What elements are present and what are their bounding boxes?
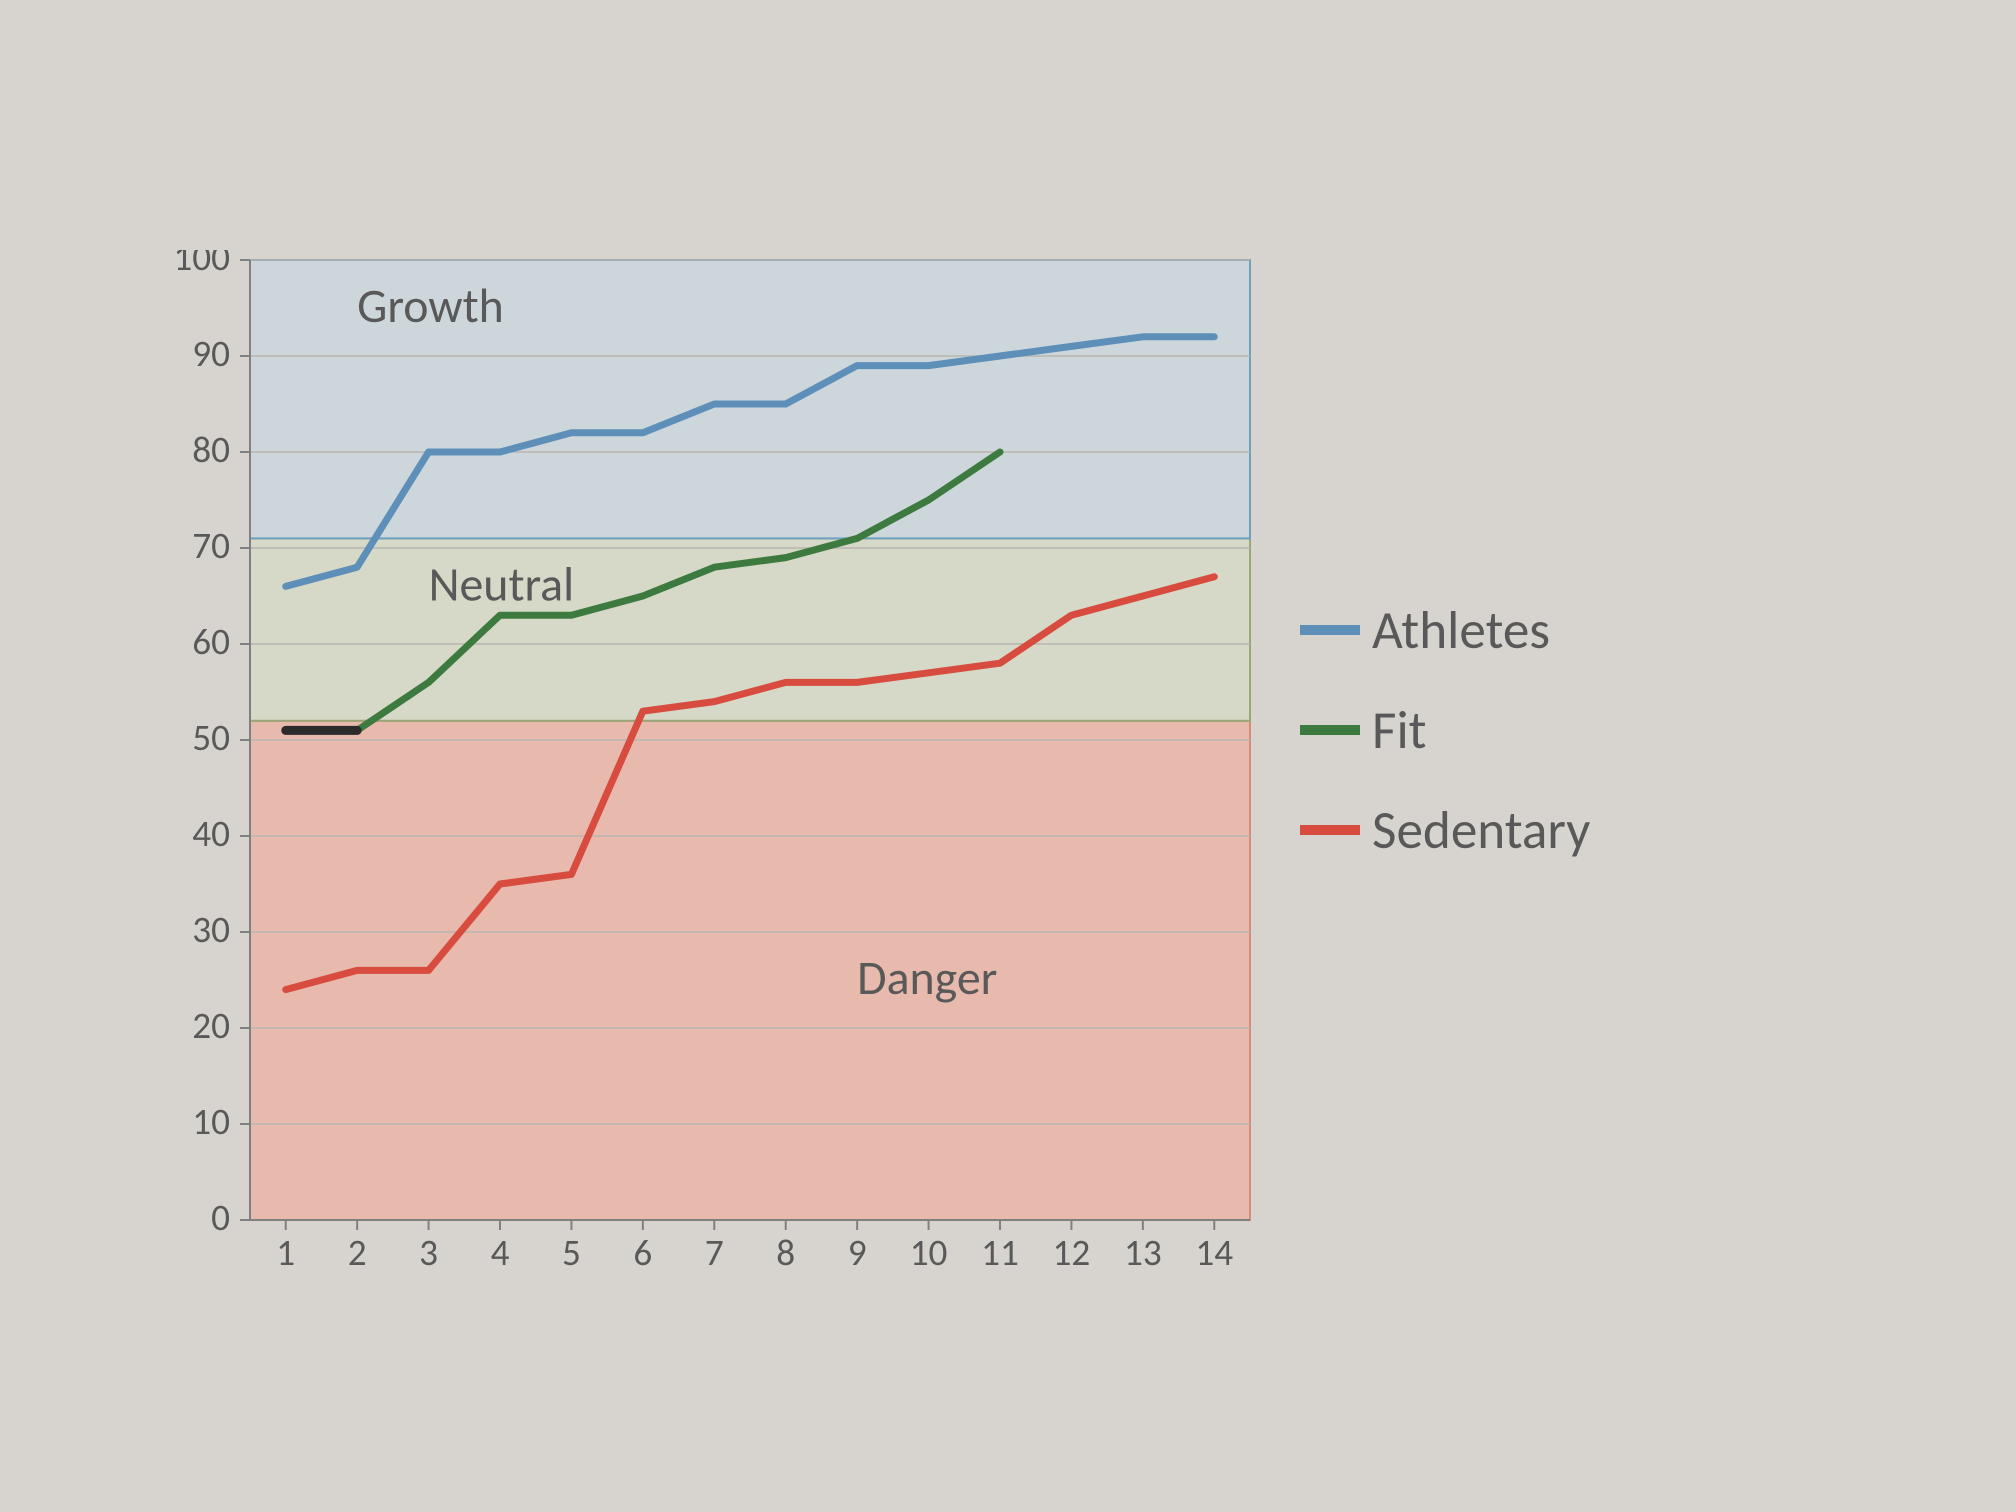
legend-swatch-athletes <box>1300 625 1360 635</box>
y-tick-label: 70 <box>192 524 230 569</box>
y-tick-label: 80 <box>192 428 230 473</box>
y-tick-label: 50 <box>192 716 230 761</box>
x-tick-label: 4 <box>491 1231 510 1276</box>
x-tick-label: 13 <box>1124 1231 1162 1276</box>
y-tick-label: 90 <box>192 332 230 377</box>
zone-label-neutral: Neutral <box>429 554 575 613</box>
legend-label-sedentary: Sedentary <box>1372 798 1590 863</box>
y-tick-label: 20 <box>192 1004 230 1049</box>
legend-swatch-sedentary <box>1300 825 1360 835</box>
legend-swatch-fit <box>1300 725 1360 735</box>
y-tick-label: 10 <box>192 1100 230 1145</box>
x-tick-label: 2 <box>348 1231 367 1276</box>
x-tick-label: 5 <box>562 1231 581 1276</box>
x-tick-label: 11 <box>981 1231 1019 1276</box>
legend-label-fit: Fit <box>1372 698 1426 763</box>
y-tick-label: 30 <box>192 908 230 953</box>
line-chart: 0102030405060708090100123456789101112131… <box>120 250 1900 1350</box>
zone-label-danger: Danger <box>857 948 997 1007</box>
x-tick-label: 3 <box>419 1231 438 1276</box>
x-tick-label: 1 <box>276 1231 295 1276</box>
x-tick-label: 7 <box>705 1231 724 1276</box>
zone-label-growth: Growth <box>357 276 504 335</box>
x-tick-label: 6 <box>633 1231 652 1276</box>
x-tick-label: 14 <box>1195 1231 1233 1276</box>
y-tick-label: 100 <box>173 250 230 281</box>
y-tick-label: 60 <box>192 620 230 665</box>
x-tick-label: 8 <box>776 1231 795 1276</box>
x-tick-label: 9 <box>848 1231 867 1276</box>
x-tick-label: 12 <box>1053 1231 1091 1276</box>
x-tick-label: 10 <box>910 1231 948 1276</box>
y-tick-label: 0 <box>211 1196 230 1241</box>
legend-label-athletes: Athletes <box>1372 598 1550 663</box>
y-tick-label: 40 <box>192 812 230 857</box>
